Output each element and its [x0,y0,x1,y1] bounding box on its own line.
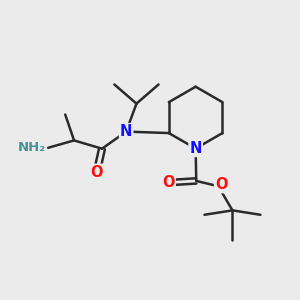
Text: NH₂: NH₂ [18,141,46,154]
Text: O: O [162,175,175,190]
Text: O: O [91,165,103,180]
Text: N: N [120,124,132,139]
Text: N: N [190,141,202,156]
Text: O: O [215,177,227,192]
